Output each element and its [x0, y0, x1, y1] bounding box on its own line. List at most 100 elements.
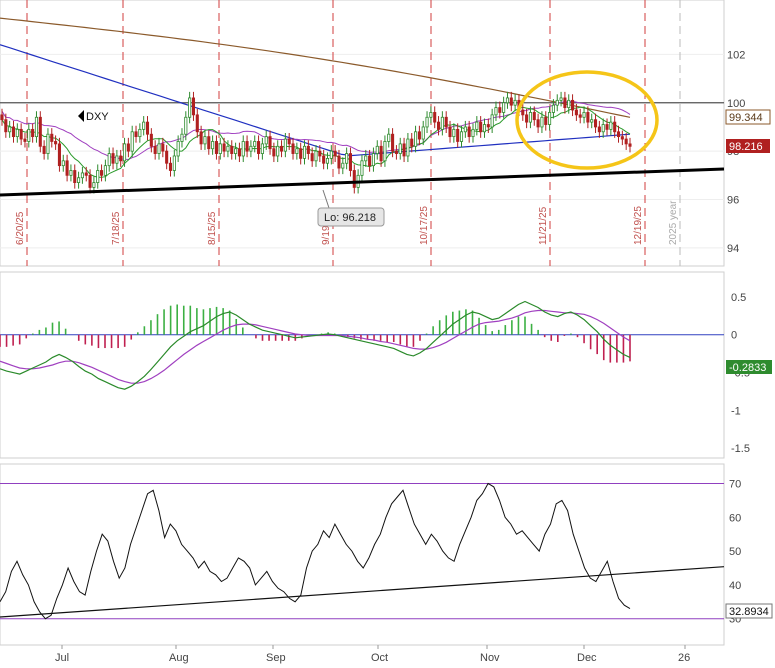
candle-body — [245, 141, 249, 152]
low-annotation-text: Lo: 96.218 — [324, 212, 376, 224]
candle-body — [513, 99, 517, 106]
candle-body — [142, 121, 146, 130]
candle-body — [8, 126, 12, 133]
candle-body — [387, 133, 391, 142]
candle-body — [383, 141, 387, 162]
candle-body — [184, 116, 188, 135]
candle-body — [23, 138, 27, 142]
candle-body — [352, 170, 356, 188]
candle-body — [122, 143, 127, 162]
candle-body — [257, 141, 261, 154]
candle-body — [582, 112, 586, 118]
candle-body — [444, 116, 448, 128]
candle-body — [157, 143, 161, 154]
candle-body — [333, 150, 337, 157]
candle-body — [103, 165, 107, 176]
candle-body — [616, 131, 621, 138]
price-y-tick: 94 — [727, 243, 739, 255]
candle-body — [605, 124, 609, 130]
candle-body — [414, 131, 418, 147]
panel-frame-macd — [0, 271, 725, 459]
candle-body — [544, 116, 548, 125]
candle-body — [586, 112, 590, 123]
candle-body — [559, 97, 563, 101]
date-marker-label: 6/20/25 — [15, 211, 26, 245]
candle-body — [425, 116, 429, 128]
candle-body — [310, 153, 314, 162]
candle-body — [73, 170, 77, 183]
last-price-box — [726, 139, 770, 153]
candle-body — [482, 124, 487, 133]
candle-body — [590, 119, 594, 123]
candle-body — [525, 114, 529, 123]
osc-y-tick: 70 — [729, 479, 741, 491]
osc-y-tick: 40 — [729, 580, 741, 592]
candle-body — [65, 160, 69, 176]
candle-body — [222, 143, 226, 152]
candle-body — [402, 143, 406, 157]
price-y-tick: 102 — [727, 49, 745, 61]
candle-body — [203, 136, 207, 145]
candle-body — [107, 153, 111, 167]
candle-body — [0, 114, 4, 121]
candle-body — [42, 145, 46, 154]
date-marker-label: 9/19 — [321, 225, 332, 245]
candle-body — [249, 145, 253, 152]
symbol-marker-icon — [78, 110, 84, 122]
candle-body — [291, 143, 295, 154]
candle-body — [172, 155, 176, 171]
candle-body — [69, 170, 73, 176]
candle-body — [46, 133, 50, 154]
candle-body — [536, 119, 540, 128]
candle-body — [502, 102, 506, 113]
candle-body — [555, 99, 559, 106]
macd-y-tick: 0.5 — [731, 292, 746, 304]
candle-body — [448, 126, 452, 138]
candle-body — [27, 128, 31, 142]
candle-body — [456, 128, 460, 142]
candle-body — [398, 143, 402, 154]
candle-body — [61, 160, 65, 167]
candle-body — [540, 116, 544, 128]
symbol-label: DXY — [86, 111, 109, 123]
candle-body — [153, 145, 157, 154]
x-tick-label: 26 — [678, 652, 690, 664]
candle-body — [532, 112, 536, 121]
candle-body — [548, 112, 552, 125]
candle-body — [226, 145, 230, 152]
candle-body — [345, 153, 349, 164]
candle-body — [188, 97, 192, 118]
candle-body — [410, 138, 414, 147]
candle-body — [299, 148, 303, 159]
candle-body — [92, 182, 96, 188]
candle-body — [88, 174, 92, 188]
candle-body — [211, 141, 215, 150]
candle-body — [80, 172, 84, 179]
candle-body — [551, 104, 555, 113]
date-marker-label: 8/15/25 — [207, 211, 218, 245]
macd-line — [0, 300, 631, 390]
candle-body — [195, 114, 199, 133]
candle-body — [433, 112, 437, 123]
candle-body — [348, 153, 353, 171]
candle-body — [498, 107, 502, 113]
candle-body — [479, 121, 483, 133]
candle-body — [314, 150, 318, 162]
candle-body — [574, 109, 578, 116]
candle-body — [111, 153, 115, 164]
candle-body — [54, 141, 58, 145]
date-marker-label: 12/19/25 — [633, 206, 644, 245]
candle-body — [268, 136, 272, 150]
candle-body — [149, 133, 153, 147]
candle-body — [119, 155, 123, 162]
highlight-ellipse — [515, 70, 659, 170]
panel-frame-osc — [0, 463, 725, 646]
candle-body — [295, 148, 299, 154]
low-annotation-pointer — [322, 189, 330, 209]
macd-value-box — [726, 360, 772, 374]
candle-body — [302, 145, 307, 159]
candle-body — [494, 107, 498, 116]
candle-body — [360, 160, 364, 176]
date-marker-label: 11/21/25 — [538, 206, 549, 245]
candle-body — [578, 114, 582, 118]
